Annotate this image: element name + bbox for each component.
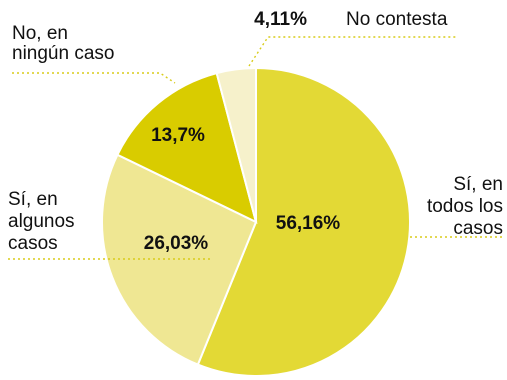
pie-slice-2 — [116, 71, 258, 224]
slice-category-label-2-line-0: No, en — [12, 23, 68, 44]
leader-line-2 — [12, 72, 176, 84]
slice-value-label-3: 4,11% — [254, 9, 307, 30]
slice-category-label-2-line-1: ningún caso — [12, 43, 114, 64]
slice-value-label-1: 26,03% — [144, 233, 209, 254]
leader-lines — [8, 36, 503, 260]
slice-category-label-3-line-0: No contesta — [346, 9, 448, 30]
slice-value-label-0: 56,16% — [276, 213, 341, 234]
pie-slice-3 — [215, 66, 257, 223]
pie-slices — [101, 66, 411, 377]
slice-category-label-0-line-1: todos los — [427, 196, 503, 217]
slice-category-label-0-line-2: casos — [453, 218, 503, 239]
slice-category-label-1-line-0: Sí, en — [8, 189, 58, 210]
slice-value-label-2: 13,7% — [151, 125, 205, 146]
leader-line-3 — [248, 36, 458, 67]
slice-category-label-0-line-0: Sí, en — [453, 174, 503, 195]
slice-category-label-1-line-2: casos — [8, 233, 58, 254]
slice-category-label-1-line-1: algunos — [8, 211, 75, 232]
